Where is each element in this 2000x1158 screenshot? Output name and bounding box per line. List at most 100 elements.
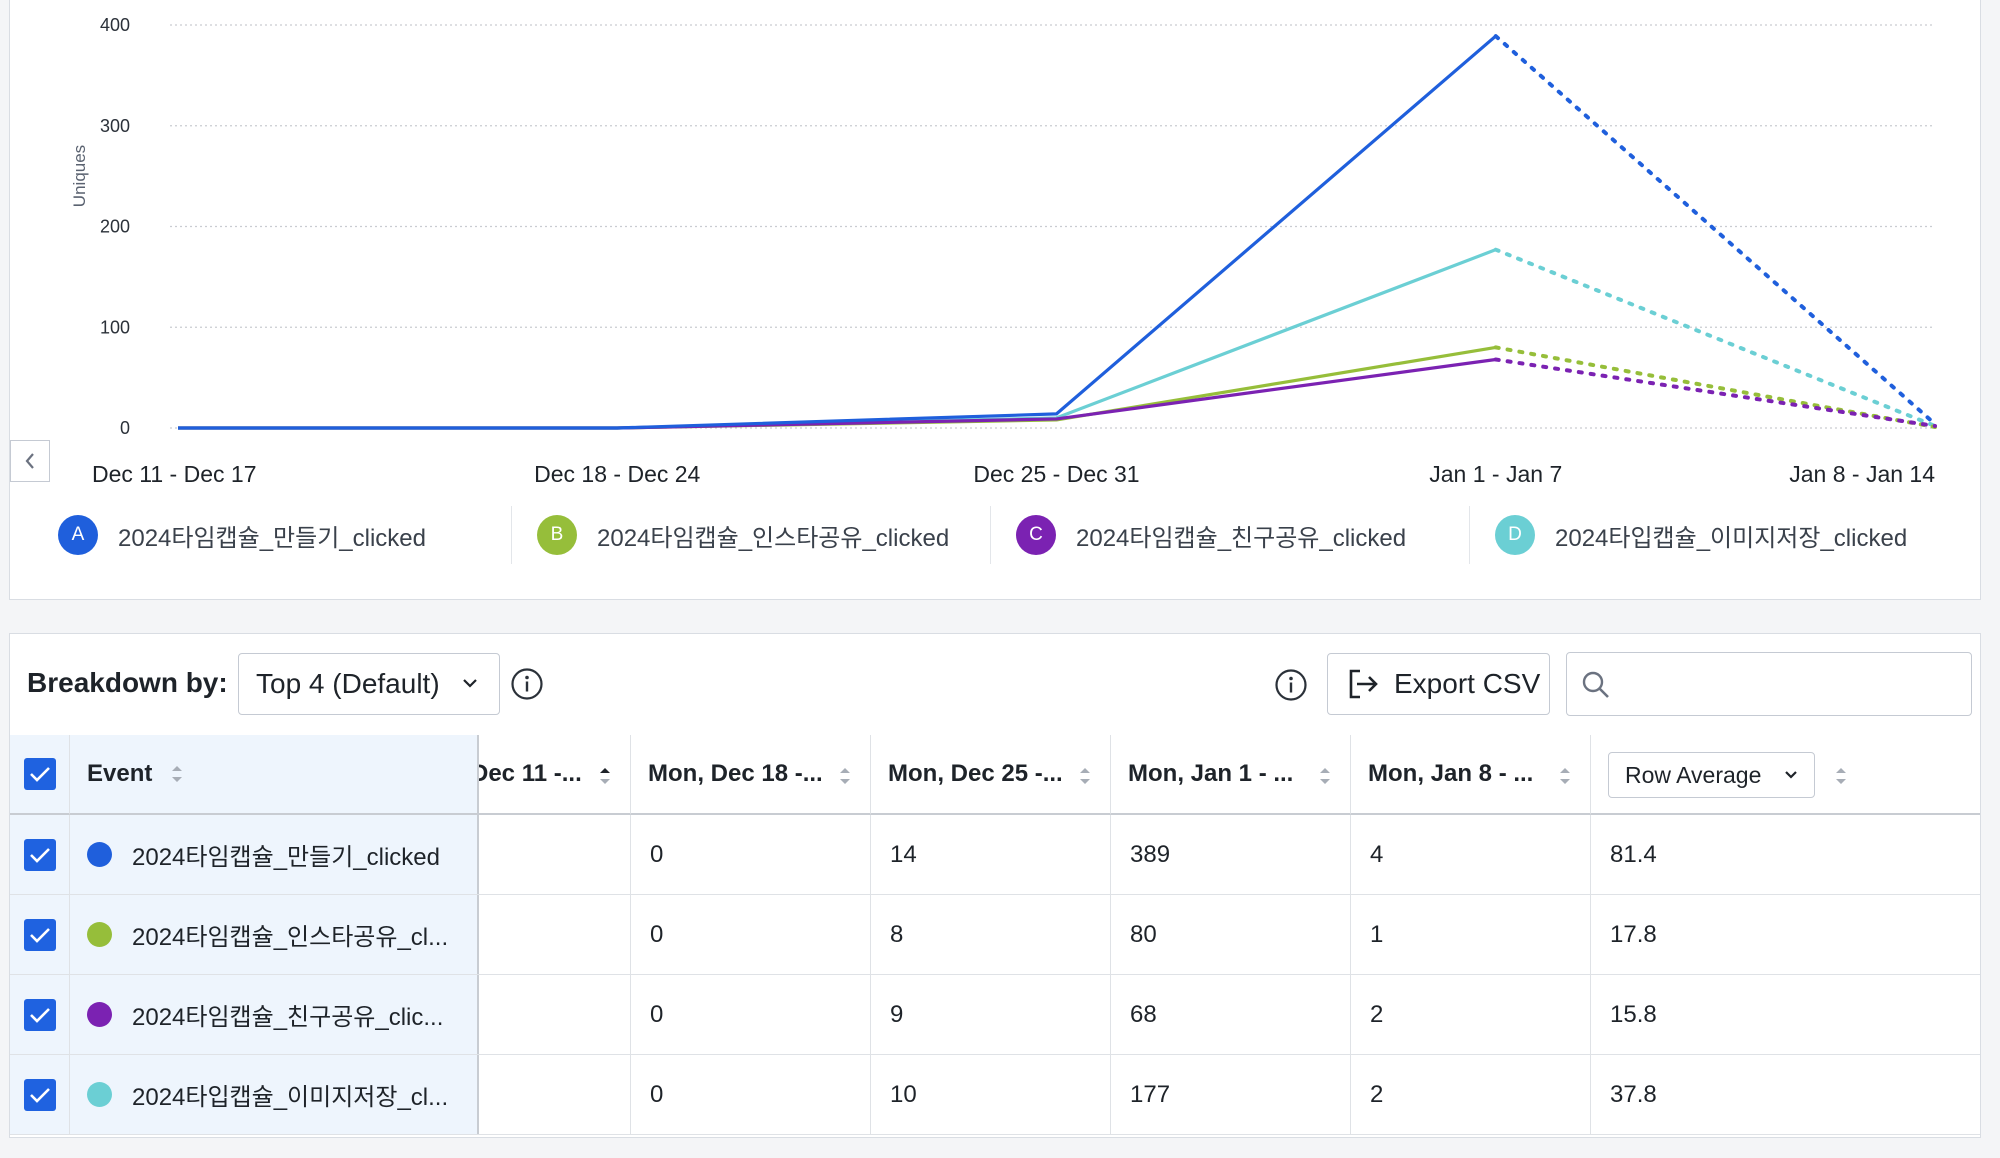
header-week-dec11[interactable]: Dec 11 -... [479,735,631,815]
header-week-dec18[interactable]: Mon, Dec 18 -... [631,735,871,815]
row-average-select[interactable]: Row Average [1608,752,1815,798]
export-info-icon[interactable] [1274,668,1308,702]
value-cell: 0 [631,1055,871,1134]
row-select-cell [10,815,70,894]
y-axis-label: Uniques [70,145,89,207]
header-week-jan1[interactable]: Mon, Jan 1 - ... [1111,735,1351,815]
sort-icon[interactable] [1078,765,1092,787]
checkmark-icon [29,847,50,863]
legend-divider [1469,506,1470,564]
header-event[interactable]: Event [70,735,479,815]
sort-ascending-icon[interactable] [598,765,612,787]
select-all-checkbox[interactable] [23,758,56,790]
checkmark-icon [29,1087,50,1103]
series-color-dot [87,1002,112,1027]
series-line [178,357,1496,430]
y-tick-label: 400 [100,15,130,35]
y-tick-label: 100 [100,317,130,337]
header-week-dec18-label: Mon, Dec 18 -... [648,760,823,787]
table-row[interactable]: 2024타임캡슐_만들기_clicked 0 14 389 4 81.4 [10,815,1980,895]
table-row[interactable]: 2024타임캡슐_친구공유_clic... 0 9 68 2 15.8 [10,975,1980,1055]
legend-badge: B [537,515,577,555]
checkmark-icon [29,1007,50,1023]
value-cell: 389 [1111,815,1351,894]
value-cell: 0 [631,895,871,974]
event-cell: 2024타임캡슐_친구공유_clic... [70,975,479,1054]
chart-card: 400 300 200 100 0 Uniques Dec 11 - Dec 17 Dec 1… [9,0,1981,600]
value-cell [479,895,631,974]
row-average-label: Row Average [1625,761,1762,788]
export-csv-label: Export CSV [1394,668,1541,699]
header-week-jan1-label: Mon, Jan 1 - ... [1128,760,1294,787]
header-week-dec25[interactable]: Mon, Dec 25 -... [871,735,1111,815]
breakdown-table-card: Breakdown by: Top 4 (Default) Export CSV… [9,633,1981,1138]
table-row[interactable]: 2024타입캡슐_이미지저장_cl... 0 10 177 2 37.8 [10,1055,1980,1135]
value-cell: 2 [1351,975,1591,1054]
chart-scroll-back-button[interactable] [10,440,50,482]
series-line [178,34,1497,430]
value-cell [479,1055,631,1134]
value-cell: 0 [631,975,871,1054]
value-cell: 10 [871,1055,1111,1134]
value-cell: 80 [1111,895,1351,974]
legend-badge: C [1016,515,1056,555]
header-week-dec25-label: Mon, Dec 25 -... [888,760,1063,787]
header-week-jan8[interactable]: Mon, Jan 8 - ... [1351,735,1591,815]
value-cell: 68 [1111,975,1351,1054]
sort-icon[interactable] [170,763,184,785]
breakdown-info-icon[interactable] [510,667,544,701]
legend-item[interactable]: D 2024타입캡슐_이미지저장_clicked [1495,500,1907,570]
select-all-header [10,735,70,815]
event-name[interactable]: 2024타임캡슐_만들기_clicked [132,844,441,871]
checkmark-icon [29,767,50,782]
table-search-box[interactable] [1566,652,1972,716]
sort-icon[interactable] [1558,765,1572,787]
table-row[interactable]: 2024타임캡슐_인스타공유_cl... 0 8 80 1 17.8 [10,895,1980,975]
x-tick-label: Jan 8 - Jan 14 [1789,461,1935,487]
legend-label: 2024타입캡슐_이미지저장_clicked [1555,524,1908,552]
line-chart: 400 300 200 100 0 Uniques Dec 11 - Dec 17 Dec 1… [70,15,1937,487]
breakdown-select-value: Top 4 (Default) [256,668,440,699]
sort-icon[interactable] [838,765,852,787]
row-checkbox[interactable] [23,998,56,1031]
export-icon [1349,669,1378,699]
legend-item[interactable]: C 2024타임캡슐_친구공유_clicked [1016,500,1406,570]
y-tick-label: 0 [120,418,130,438]
legend-label: 2024타임캡슐_친구공유_clicked [1076,524,1407,552]
event-name[interactable]: 2024타입캡슐_이미지저장_cl... [132,1084,449,1111]
legend-label: 2024타임캡슐_인스타공유_clicked [597,524,950,552]
event-cell: 2024타임캡슐_만들기_clicked [70,815,479,894]
value-cell: 177 [1111,1055,1351,1134]
row-checkbox[interactable] [23,918,56,951]
legend-label: 2024타임캡슐_만들기_clicked [118,524,427,552]
checkmark-icon [29,927,50,943]
series-incomplete-line [1493,345,1937,429]
row-checkbox[interactable] [23,838,56,871]
row-select-cell [10,975,70,1054]
y-tick-label: 200 [100,217,130,237]
search-icon [1582,671,1609,698]
legend-divider [511,506,512,564]
table-search-input[interactable] [1627,663,1961,707]
breakdown-label: Breakdown by: [27,667,228,698]
legend-badge: D [1495,515,1535,555]
series-color-dot [87,842,112,867]
event-name[interactable]: 2024타임캡슐_친구공유_clic... [132,1004,444,1031]
row-average-cell: 81.4 [1610,840,1657,868]
series-incomplete-line [1493,247,1937,428]
breakdown-select[interactable]: Top 4 (Default) [238,653,500,715]
header-row-average: Row Average [1591,735,1980,815]
value-cell: 2 [1351,1055,1591,1134]
chevron-down-icon [1785,771,1797,779]
export-csv-button[interactable]: Export CSV [1327,653,1550,715]
event-name[interactable]: 2024타임캡슐_인스타공유_cl... [132,924,449,951]
row-checkbox[interactable] [23,1078,56,1111]
value-cell [479,815,631,894]
series-color-dot [87,922,112,947]
sort-icon[interactable] [1834,765,1848,787]
header-week-dec11-label: Dec 11 -... [479,760,582,787]
legend-item[interactable]: B 2024타임캡슐_인스타공유_clicked [537,500,949,570]
chevron-down-icon [463,679,477,688]
sort-icon[interactable] [1318,765,1332,787]
legend-item[interactable]: A 2024타임캡슐_만들기_clicked [58,500,426,570]
